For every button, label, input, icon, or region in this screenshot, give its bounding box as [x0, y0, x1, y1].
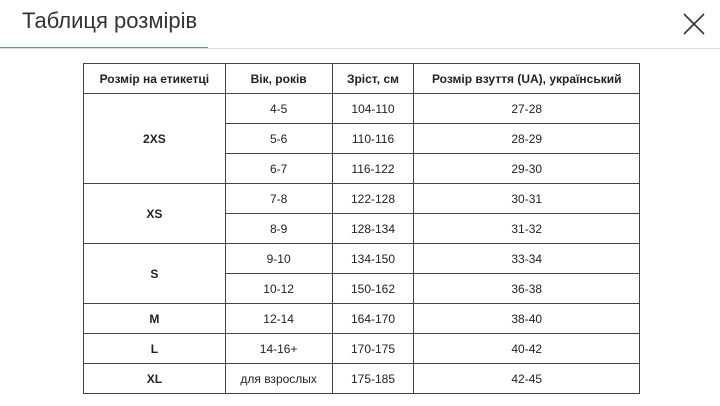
table-row: 2XS 4-5 104-110 27-28	[83, 93, 640, 184]
modal-title: Таблиця розмірів	[22, 8, 198, 33]
table-cell: 128-134	[331, 213, 415, 244]
table-cell: 10-12	[224, 273, 333, 304]
size-label: L	[83, 333, 226, 364]
column-header: Вік, років	[224, 63, 333, 94]
size-label: M	[83, 303, 226, 334]
table-row: 5-6 110-116 28-29	[84, 123, 640, 154]
column-header: Розмір взуття (UA), український	[413, 63, 640, 94]
table-cell: 175-185	[331, 363, 415, 394]
size-label: XL	[83, 363, 226, 394]
table-cell: 4-5	[224, 93, 333, 124]
column-header: Розмір на етикетці	[83, 63, 226, 94]
table-cell: 40-42	[413, 333, 640, 364]
table-cell: 104-110	[331, 93, 415, 124]
table-row: XL для взрослых 175-185 42-45	[83, 363, 640, 394]
table-cell: 122-128	[331, 183, 415, 214]
close-button[interactable]	[680, 10, 708, 38]
table-cell: 110-116	[331, 123, 415, 154]
table-cell: 28-29	[413, 123, 640, 154]
table-row: L 14-16+ 170-175 40-42	[83, 333, 640, 364]
size-label: 2XS	[83, 93, 226, 184]
table-cell: 5-6	[224, 123, 333, 154]
size-table: Розмір на етикетці Вік, років Зріст, см Роз…	[83, 63, 640, 394]
table-cell: 14-16+	[224, 333, 333, 364]
table-cell: 27-28	[413, 93, 640, 124]
table-cell: 36-38	[413, 273, 640, 304]
table-row: XS 7-8 122-128 30-31	[83, 183, 640, 244]
table-cell: 134-150	[331, 243, 415, 274]
table-row: 10-12 150-162 36-38	[84, 273, 640, 304]
table-cell: 164-170	[331, 303, 415, 334]
table-cell: 170-175	[331, 333, 415, 364]
table-row: 8-9 128-134 31-32	[84, 213, 640, 244]
table-cell: 150-162	[331, 273, 415, 304]
table-cell: 8-9	[224, 213, 333, 244]
header-row: Розмір на етикетці Вік, років Зріст, см Роз…	[83, 63, 640, 94]
table-cell: 9-10	[224, 243, 333, 274]
table-cell: 12-14	[224, 303, 333, 334]
table-cell: 6-7	[224, 153, 333, 184]
table-cell: 33-34	[413, 243, 640, 274]
size-label: XS	[83, 183, 226, 244]
table-row: 6-7 116-122 29-30	[84, 153, 640, 184]
table-cell: 7-8	[224, 183, 333, 214]
table-row: S 9-10 134-150 33-34	[83, 243, 640, 304]
table-cell: 42-45	[413, 363, 640, 394]
size-label: S	[83, 243, 226, 304]
column-header: Зріст, см	[331, 63, 415, 94]
table-cell: 116-122	[331, 153, 415, 184]
table-cell: 38-40	[413, 303, 640, 334]
header-divider	[0, 48, 720, 49]
table-cell: 31-32	[413, 213, 640, 244]
table-cell: для взрослых	[224, 363, 333, 394]
table-row: M 12-14 164-170 38-40	[83, 303, 640, 334]
table-cell: 30-31	[413, 183, 640, 214]
table-cell: 29-30	[413, 153, 640, 184]
